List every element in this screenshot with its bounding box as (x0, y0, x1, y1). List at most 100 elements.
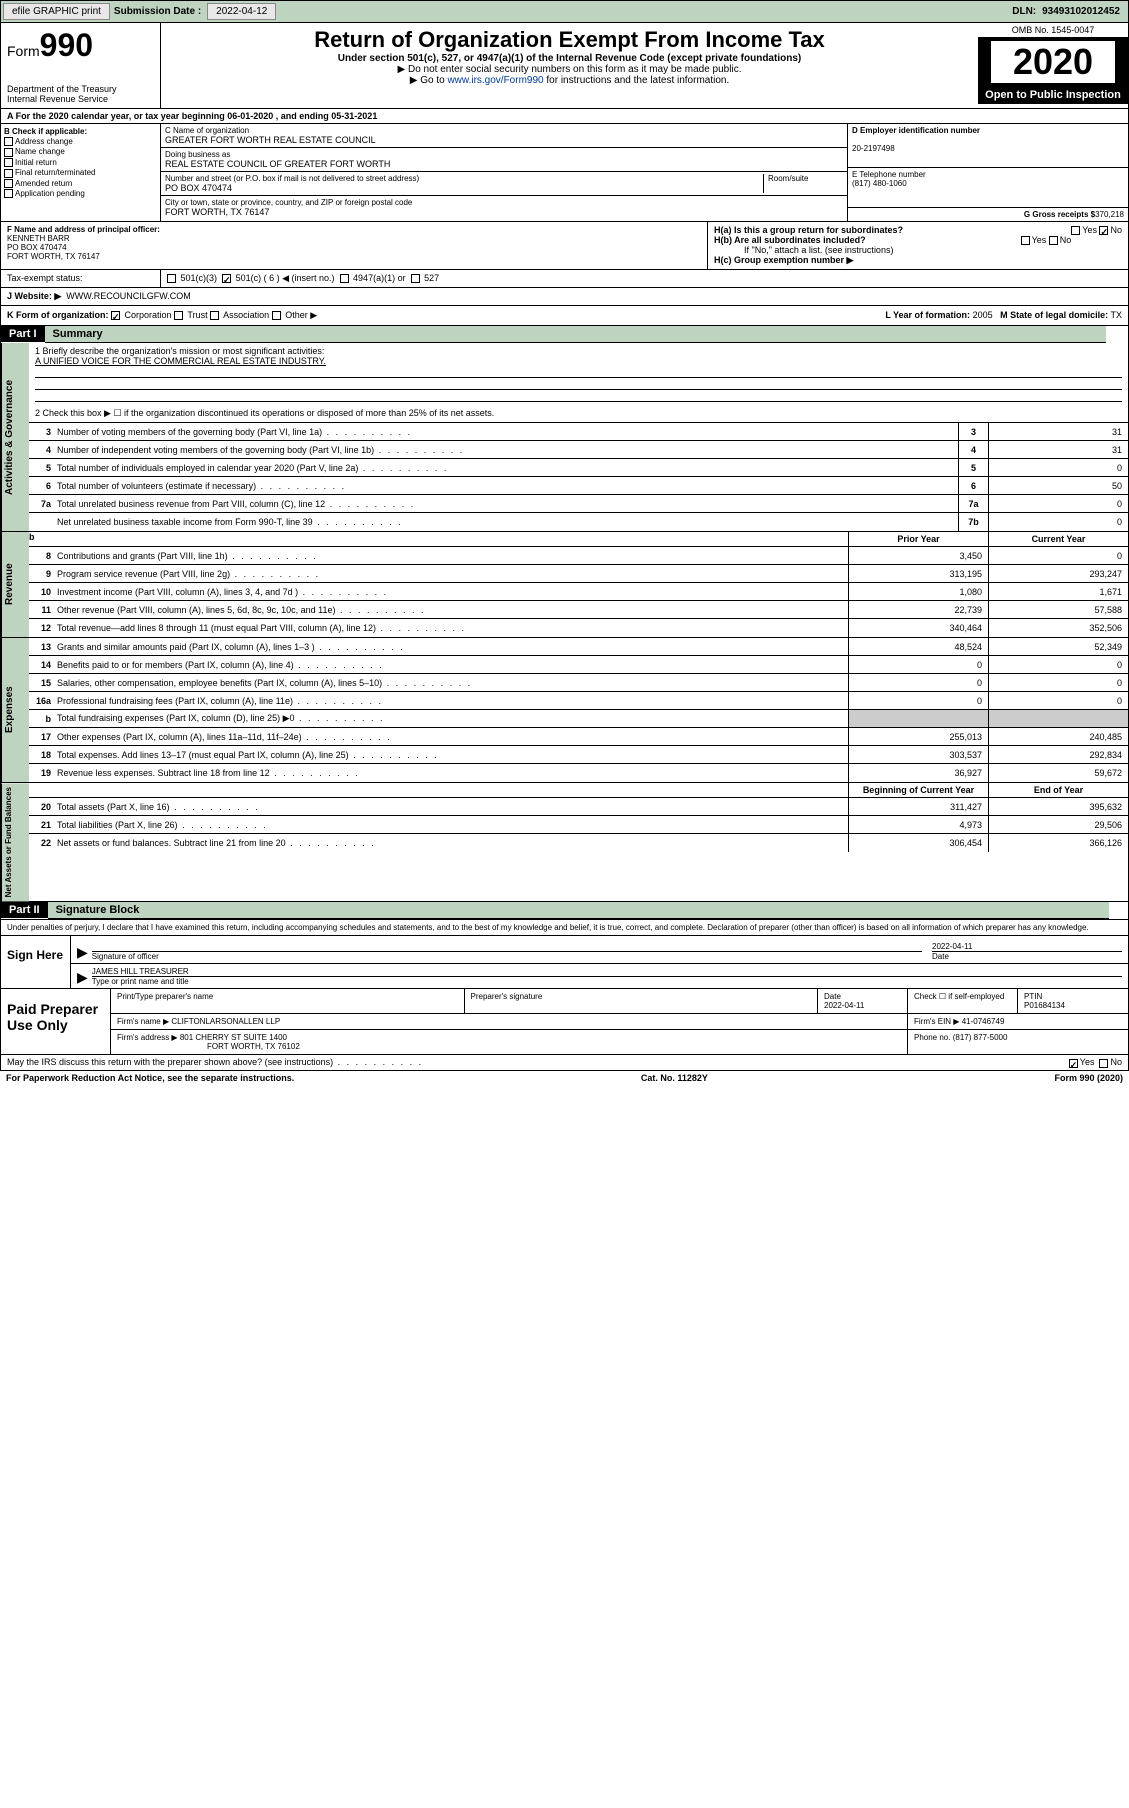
begin-hdr: Beginning of Current Year (848, 783, 988, 797)
cb-initial[interactable]: Initial return (4, 158, 157, 167)
m-lbl: M State of legal domicile: (1000, 310, 1108, 320)
ts-527[interactable] (411, 274, 420, 283)
k-o2: Trust (187, 310, 207, 320)
cb-final[interactable]: Final return/terminated (4, 168, 157, 177)
ts-501c3[interactable] (167, 274, 176, 283)
hb-no[interactable]: No (1060, 235, 1072, 245)
firm-ein: 41-0746749 (962, 1017, 1005, 1026)
line-5: 5Total number of individuals employed in… (29, 459, 1128, 477)
k-assoc[interactable] (210, 311, 219, 320)
ptin-cap: PTIN (1024, 992, 1042, 1001)
prep-name-cap: Print/Type preparer's name (111, 989, 465, 1013)
firm-addr2: FORT WORTH, TX 76102 (117, 1042, 300, 1051)
part2-title: Signature Block (48, 902, 1109, 919)
dba: REAL ESTATE COUNCIL OF GREATER FORT WORT… (165, 159, 390, 169)
k-corp[interactable]: ✓ (111, 311, 120, 320)
row-f: F Name and address of principal officer:… (0, 222, 1129, 270)
l-lbl: L Year of formation: (885, 310, 970, 320)
tax-status-row: Tax-exempt status: 501(c)(3) ✓ 501(c) ( … (0, 270, 1129, 288)
check-self[interactable]: Check ☐ if self-employed (908, 989, 1018, 1013)
ts-o2: 501(c) ( 6 ) ◀ (insert no.) (236, 273, 335, 283)
bottom: For Paperwork Reduction Act Notice, see … (0, 1071, 1129, 1085)
officer-addr2: FORT WORTH, TX 76147 (7, 252, 100, 261)
col-b-hdr: B Check if applicable: (4, 127, 87, 136)
cb-pending[interactable]: Application pending (4, 189, 157, 198)
k-o1: Corporation (125, 310, 172, 320)
prep-date-cap: Date (824, 992, 841, 1001)
sig-date: 2022-04-11 (932, 942, 972, 951)
city: FORT WORTH, TX 76147 (165, 207, 269, 217)
hb-note: If "No," attach a list. (see instruction… (714, 245, 1122, 255)
sign-here-lbl: Sign Here (1, 936, 71, 988)
line-14: 14Benefits paid to or for members (Part … (29, 656, 1128, 674)
ha-no[interactable]: No (1110, 225, 1122, 235)
officer-name: KENNETH BARR (7, 234, 70, 243)
col-d: D Employer identification number20-21974… (848, 124, 1128, 221)
prep-date: 2022-04-11 (824, 1001, 864, 1010)
k-other[interactable] (272, 311, 281, 320)
line-4: 4Number of independent voting members of… (29, 441, 1128, 459)
name-cap: C Name of organization (165, 126, 249, 135)
irs-link[interactable]: www.irs.gov/Form990 (447, 75, 543, 86)
ts-501c[interactable]: ✓ (222, 274, 231, 283)
form-word: Form (7, 43, 40, 59)
form-ref: Form 990 (2020) (1054, 1073, 1123, 1083)
line-8: 8Contributions and grants (Part VIII, li… (29, 547, 1128, 565)
discuss-yes[interactable]: ✓ (1069, 1059, 1078, 1068)
paid-section: Paid Preparer Use Only Print/Type prepar… (0, 989, 1129, 1055)
ts-4947[interactable] (340, 274, 349, 283)
addr-cap: Number and street (or P.O. box if mail i… (165, 174, 419, 183)
line-12: 12Total revenue—add lines 8 through 11 (… (29, 619, 1128, 637)
hdr-b: b (29, 532, 848, 546)
gross-cap: G Gross receipts $ (1024, 210, 1095, 219)
ha-yes[interactable]: Yes (1082, 225, 1097, 235)
gross: 370,218 (1095, 210, 1124, 219)
part1-title: Summary (45, 326, 1106, 343)
form-num: 990 (40, 27, 93, 63)
firm-addr-cap: Firm's address ▶ (117, 1033, 178, 1042)
sig-of-cap: Signature of officer (92, 952, 159, 961)
l-val: 2005 (973, 310, 993, 320)
cb-amended[interactable]: Amended return (4, 179, 157, 188)
ts-o4: 527 (424, 273, 439, 283)
hb-yes[interactable]: Yes (1032, 235, 1047, 245)
line-15: 15Salaries, other compensation, employee… (29, 674, 1128, 692)
sub-date-val: 2022-04-12 (207, 3, 276, 20)
cb-name[interactable]: Name change (4, 147, 157, 156)
k-lbl: K Form of organization: (7, 310, 109, 320)
k-trust[interactable] (174, 311, 183, 320)
ha: H(a) Is this a group return for subordin… (714, 225, 903, 235)
ts-o3: 4947(a)(1) or (353, 273, 406, 283)
col-b: B Check if applicable: Address change Na… (1, 124, 161, 221)
omb: OMB No. 1545-0047 (978, 23, 1128, 38)
tax-year: 2020 (991, 41, 1115, 83)
line-11: 11Other revenue (Part VIII, column (A), … (29, 601, 1128, 619)
efile-btn[interactable]: efile GRAPHIC print (3, 3, 110, 20)
mission: 1 Briefly describe the organization's mi… (29, 343, 1128, 405)
line-19: 19Revenue less expenses. Subtract line 1… (29, 764, 1128, 782)
line-21: 21Total liabilities (Part X, line 26)4,9… (29, 816, 1128, 834)
side-rev: Revenue (1, 532, 29, 637)
cat-no: Cat. No. 11282Y (641, 1073, 708, 1083)
line-22: 22Net assets or fund balances. Subtract … (29, 834, 1128, 852)
sub-date-lbl: Submission Date : (114, 6, 201, 17)
cb-addr[interactable]: Address change (4, 137, 157, 146)
website: WWW.RECOUNCILGFW.COM (66, 291, 191, 301)
sig-date-cap: Date (932, 952, 949, 961)
ein: 20-2197498 (852, 144, 895, 153)
paperwork: For Paperwork Reduction Act Notice, see … (6, 1073, 294, 1083)
line-18: 18Total expenses. Add lines 13–17 (must … (29, 746, 1128, 764)
discuss-q: May the IRS discuss this return with the… (7, 1057, 423, 1067)
col-c: C Name of organizationGREATER FORT WORTH… (161, 124, 848, 221)
row-k: K Form of organization: ✓ Corporation Tr… (0, 306, 1129, 326)
city-cap: City or town, state or province, country… (165, 198, 412, 207)
part2-hdr: Part II (1, 902, 48, 918)
k-o3: Association (223, 310, 269, 320)
discuss-no[interactable] (1099, 1059, 1108, 1068)
side-net: Net Assets or Fund Balances (1, 783, 29, 901)
current-hdr: Current Year (988, 532, 1128, 546)
phone-cap: Phone no. (914, 1033, 950, 1042)
line-20: 20Total assets (Part X, line 16)311,4273… (29, 798, 1128, 816)
row-j: J Website: ▶ WWW.RECOUNCILGFW.COM (0, 288, 1129, 306)
hb: H(b) Are all subordinates included? (714, 235, 866, 245)
